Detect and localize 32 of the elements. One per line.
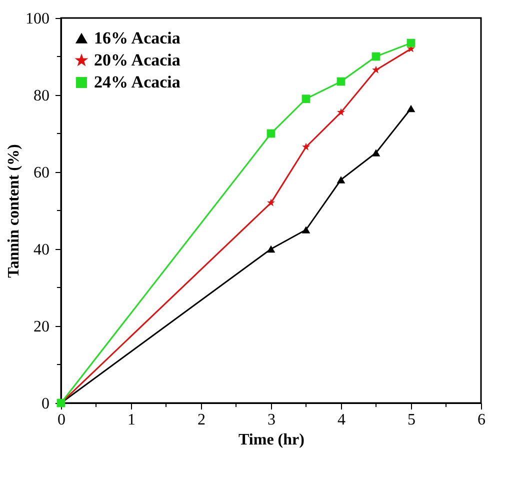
legend-label: 20% Acacia	[94, 50, 181, 70]
point	[302, 142, 310, 150]
point	[302, 94, 310, 104]
y-tick-label: 20	[34, 318, 50, 336]
point	[372, 149, 380, 156]
y-tick-label: 40	[34, 242, 50, 258]
point	[266, 129, 276, 138]
point	[266, 245, 276, 253]
x-tick-label: 0	[58, 412, 66, 428]
point	[406, 38, 416, 48]
x-tick-label: 6	[478, 412, 486, 428]
point	[336, 176, 346, 184]
y-tick-label: 0	[42, 396, 50, 412]
y-tick-label: 80	[34, 88, 50, 104]
x-tick-label: 5	[408, 412, 416, 428]
x-tick-label: 2	[198, 412, 206, 428]
point	[337, 108, 345, 116]
point	[302, 226, 310, 234]
y-axis-title: Tannin content (%)	[6, 144, 22, 278]
y-tick-label: 100	[26, 10, 50, 28]
legend-label: 16% Acacia	[94, 28, 181, 48]
point	[267, 198, 275, 206]
point	[372, 52, 380, 61]
y-tick-label: 60	[34, 164, 50, 182]
legend-label: 24% Acacia	[94, 72, 181, 92]
point	[336, 77, 346, 86]
x-tick-label: 4	[338, 412, 346, 428]
x-axis-title: Time (hr)	[238, 432, 304, 448]
x-tick-label: 3	[268, 412, 276, 428]
point	[406, 104, 416, 112]
point	[372, 66, 380, 74]
x-tick-label: 1	[128, 412, 136, 428]
